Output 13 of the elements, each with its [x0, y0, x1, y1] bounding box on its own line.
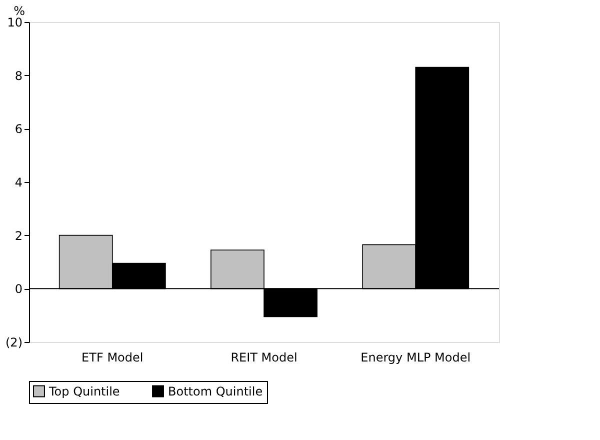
legend-label: Top Quintile	[48, 384, 120, 398]
legend-label: Bottom Quintile	[168, 384, 263, 398]
y-axis-title: %	[14, 4, 25, 18]
y-tick-label: (2)	[6, 336, 22, 350]
y-tick-label: 4	[14, 176, 22, 190]
x-tick-label: REIT Model	[230, 350, 298, 364]
y-tick-label: 2	[14, 228, 22, 243]
x-tick-label: Energy MLP Model	[360, 350, 471, 364]
y-tick-label: 8	[14, 68, 22, 83]
x-tick-label: ETF Model	[82, 350, 144, 364]
y-tick-label: 6	[14, 122, 22, 136]
y-tick-label: 10	[7, 16, 22, 30]
y-tick-label: 0	[14, 282, 22, 296]
